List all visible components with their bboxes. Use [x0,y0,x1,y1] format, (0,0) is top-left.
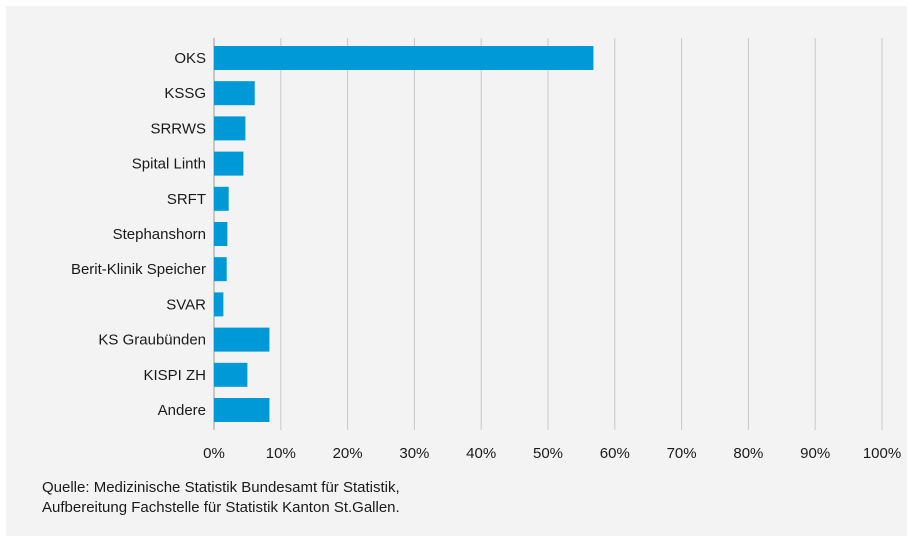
bar [214,151,244,176]
x-tick-label: 60% [600,445,630,462]
x-tick-label: 80% [733,445,763,462]
bar [214,222,228,246]
source-line-2: Aufbereitung Fachstelle für Statistik Ka… [42,499,400,516]
bar [214,116,246,141]
source-note: Quelle: Medizinische Statistik Bundesamt… [42,478,400,518]
x-tick-label: 40% [466,445,496,462]
category-label: Stephanshorn [113,226,206,243]
category-label: SVAR [166,296,206,313]
x-tick-label: 100% [863,445,901,462]
x-tick-label: 20% [333,445,363,462]
x-tick-label: 0% [203,445,225,462]
x-tick-label: 70% [667,445,697,462]
category-label: OKS [174,50,206,67]
category-label: KISPI ZH [143,367,206,384]
x-tick-label: 90% [800,445,830,462]
bar [214,398,270,422]
category-label: Andere [158,402,206,419]
bar [214,81,255,106]
category-label: KS Graubünden [98,332,206,349]
category-label: KSSG [164,85,206,102]
bar [214,257,227,282]
chart-panel: 0% 10% 20% 30% 40% 50% 60% 70% 80% 90% 100% OKS KSSG… [6,6,907,536]
bar [214,46,594,70]
category-label: SRRWS [150,120,206,137]
bar [214,186,229,211]
bar [214,292,224,317]
source-line-1: Quelle: Medizinische Statistik Bundesamt… [42,479,400,496]
x-tick-label: 50% [533,445,563,462]
x-tick-label: 30% [399,445,429,462]
category-label: Berit-Klinik Speicher [71,261,206,278]
category-label: Spital Linth [132,156,206,173]
bar-chart: 0% 10% 20% 30% 40% 50% 60% 70% 80% 90% 100% OKS KSSG… [71,38,901,462]
bar [214,362,248,387]
x-tick-label: 10% [266,445,296,462]
bar [214,327,270,352]
category-label: SRFT [167,191,206,208]
